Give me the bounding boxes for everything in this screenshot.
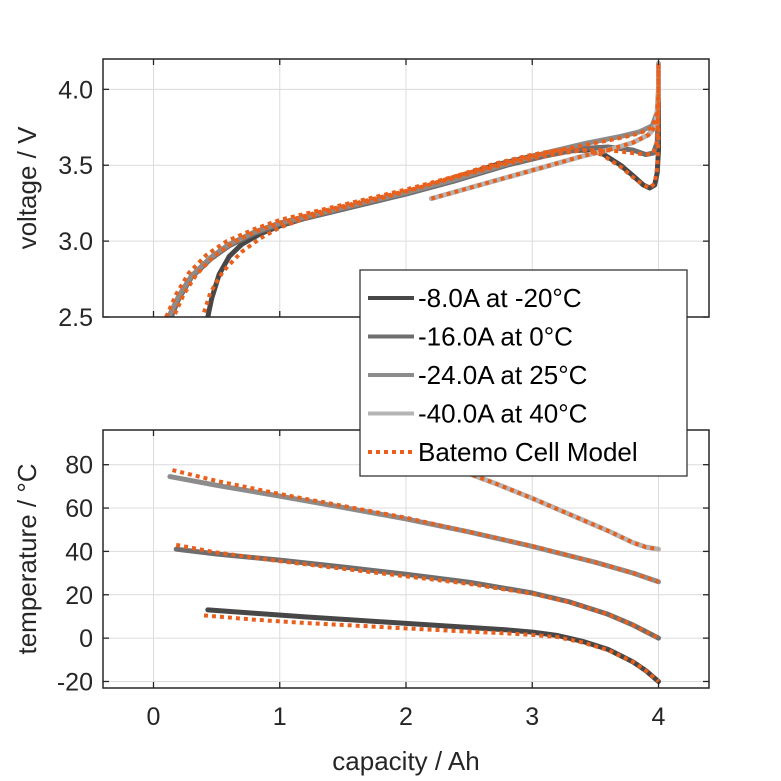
temperature-ticks xyxy=(103,430,709,688)
legend-label: -8.0A at -20°C xyxy=(418,283,582,313)
legend-label: -24.0A at 25°C xyxy=(418,360,587,390)
temperature-ytick-label: 60 xyxy=(65,495,93,523)
capacity-xtick-label: 4 xyxy=(652,703,666,731)
temperature-panel: -20 0 20 40 60 80 0 1 2 3 4 temperature / °C capa… xyxy=(12,429,710,776)
temperature-ytick-label: -20 xyxy=(57,668,93,696)
voltage-model-line xyxy=(430,63,661,201)
legend-item: -8.0A at -20°C xyxy=(368,283,582,313)
temperature-ytick-label: 80 xyxy=(65,452,93,480)
temperature-measured-line xyxy=(205,607,661,684)
temperature-ytick-label: 0 xyxy=(79,625,93,653)
legend-item: -16.0A at 0°C xyxy=(368,322,573,352)
voltage-ytick-label: 2.5 xyxy=(58,304,93,332)
legend-label: -40.0A at 40°C xyxy=(418,399,587,429)
legend-label: Batemo Cell Model xyxy=(418,437,638,467)
legend-item: -40.0A at 40°C xyxy=(368,399,587,429)
legend: -8.0A at -20°C -16.0A at 0°C -24.0A at 25°… xyxy=(359,269,688,477)
legend-box xyxy=(359,269,688,477)
capacity-xtick-label: 1 xyxy=(273,703,287,731)
voltage-model-line xyxy=(164,63,661,317)
capacity-xlabel: capacity / Ah xyxy=(332,746,479,776)
legend-label: -16.0A at 0°C xyxy=(418,322,573,352)
temperature-ylabel: temperature / °C xyxy=(12,463,42,654)
voltage-ytick-label: 3.5 xyxy=(58,152,93,180)
voltage-ytick-label: 4.0 xyxy=(58,76,93,104)
capacity-xtick-labels: 0 1 2 3 4 xyxy=(147,703,666,731)
voltage-ticks xyxy=(103,59,709,318)
voltage-ylabel: voltage / V xyxy=(12,126,42,250)
voltage-ytick-label: 3.0 xyxy=(58,228,93,256)
temperature-ytick-label: 20 xyxy=(65,582,93,610)
temperature-ytick-label: 40 xyxy=(65,538,93,566)
temperature-model-line xyxy=(175,542,660,640)
voltage-model-line xyxy=(202,63,661,314)
capacity-xtick-label: 2 xyxy=(399,703,413,731)
temperature-ytick-labels: -20 0 20 40 60 80 xyxy=(57,452,93,697)
temperature-measured-line xyxy=(167,474,661,585)
voltage-series-group xyxy=(164,61,661,317)
temperature-model-line xyxy=(449,465,659,552)
legend-item: Batemo Cell Model xyxy=(368,437,638,467)
capacity-xtick-label: 0 xyxy=(147,703,161,731)
capacity-xtick-label: 3 xyxy=(525,703,539,731)
voltage-ytick-labels: 2.5 3.0 3.5 4.0 xyxy=(58,76,93,332)
temperature-series-group xyxy=(167,465,661,684)
legend-item: -24.0A at 25°C xyxy=(368,360,587,390)
